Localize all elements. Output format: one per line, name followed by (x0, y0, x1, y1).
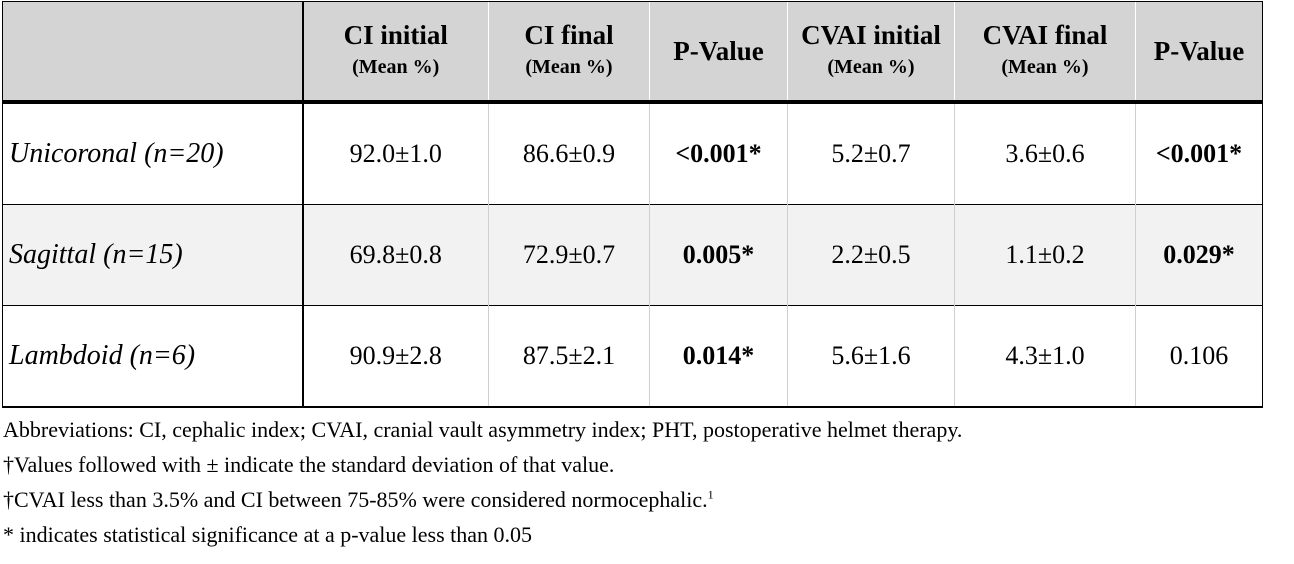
cell-ci-initial: 90.9±2.8 (302, 305, 489, 408)
header-ci-initial-title: CI initial (343, 20, 448, 50)
header-ci-initial-unit: (Mean %) (352, 56, 440, 78)
cell-cvai-initial: 5.6±1.6 (787, 305, 955, 408)
header-ci-final: CI final (Mean %) (488, 1, 650, 104)
cell-ci-final: 87.5±2.1 (488, 305, 650, 408)
results-table: CI initial (Mean %) CI final (Mean %) P-… (2, 1, 1263, 408)
reference-superscript: 1 (707, 487, 714, 502)
table-header-row: CI initial (Mean %) CI final (Mean %) P-… (2, 1, 1263, 104)
header-cvai-initial-unit: (Mean %) (827, 56, 915, 78)
cell-cvai-final: 1.1±0.2 (954, 204, 1136, 306)
header-cvai-initial: CVAI initial (Mean %) (787, 1, 955, 104)
normocephalic-note-text: †CVAI less than 3.5% and CI between 75-8… (3, 487, 708, 512)
cell-ci-final: 86.6±0.9 (488, 101, 650, 205)
table-footnotes: Abbreviations: CI, cephalic index; CVAI,… (3, 412, 1291, 552)
row-label: Unicoronal (n=20) (2, 101, 304, 205)
cell-cvai-p-value: 0.106 (1135, 305, 1263, 408)
standard-deviation-note: †Values followed with ± indicate the sta… (3, 452, 615, 477)
header-ci-initial: CI initial (Mean %) (302, 1, 489, 104)
table-row-lambdoid: Lambdoid (n=6) 90.9±2.8 87.5±2.1 0.014* … (2, 305, 1263, 408)
header-corner-cell (2, 1, 304, 104)
row-label: Sagittal (n=15) (2, 204, 304, 306)
header-cvai-final-unit: (Mean %) (1001, 56, 1089, 78)
cell-ci-p-value: <0.001* (649, 101, 788, 205)
cell-cvai-initial: 2.2±0.5 (787, 204, 955, 306)
header-ci-final-unit: (Mean %) (525, 56, 613, 78)
cell-ci-initial: 92.0±1.0 (302, 101, 489, 205)
cell-cvai-p-value: 0.029* (1135, 204, 1263, 306)
header-ci-p-value: P-Value (649, 1, 788, 104)
header-ci-p-value-title: P-Value (673, 36, 764, 66)
cell-cvai-initial: 5.2±0.7 (787, 101, 955, 205)
significance-note: * indicates statistical significance at … (3, 522, 533, 547)
row-label: Lambdoid (n=6) (2, 305, 304, 408)
header-cvai-final-title: CVAI final (982, 20, 1108, 50)
header-cvai-initial-title: CVAI initial (801, 20, 941, 50)
table-row-sagittal: Sagittal (n=15) 69.8±0.8 72.9±0.7 0.005*… (2, 204, 1263, 306)
abbreviations-note: Abbreviations: CI, cephalic index; CVAI,… (3, 417, 963, 442)
cell-ci-p-value: 0.005* (649, 204, 788, 306)
cell-cvai-final: 4.3±1.0 (954, 305, 1136, 408)
header-cvai-p-value-title: P-Value (1153, 36, 1245, 66)
cell-cvai-final: 3.6±0.6 (954, 101, 1136, 205)
cell-ci-p-value: 0.014* (649, 305, 788, 408)
normocephalic-note: †CVAI less than 3.5% and CI between 75-8… (3, 482, 1291, 517)
cell-cvai-p-value: <0.001* (1135, 101, 1263, 205)
cell-ci-final: 72.9±0.7 (488, 204, 650, 306)
cell-ci-initial: 69.8±0.8 (302, 204, 489, 306)
table-row-unicoronal: Unicoronal (n=20) 92.0±1.0 86.6±0.9 <0.0… (2, 101, 1263, 205)
header-cvai-final: CVAI final (Mean %) (954, 1, 1136, 104)
header-ci-final-title: CI final (524, 20, 614, 50)
header-cvai-p-value: P-Value (1135, 1, 1263, 104)
